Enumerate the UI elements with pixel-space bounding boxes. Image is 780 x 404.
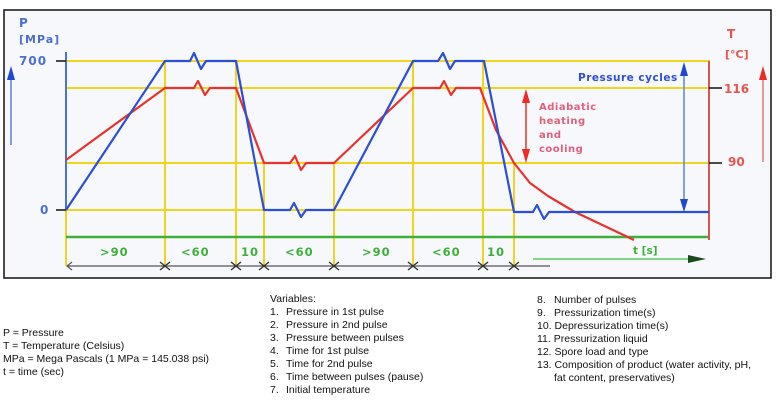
legend-item-temperature: T = Temperature (Celsius)	[3, 340, 125, 352]
variable-item: 5. Time for 2nd pulse	[270, 358, 373, 370]
variable-item: 12. Spore load and type	[537, 346, 649, 358]
pressure-cycles-label: Pressure cycles	[578, 72, 678, 84]
variables-list-part-1: Variables: 1. Pressure in 1st pulse 2. Pre…	[270, 293, 423, 397]
grid-vertical	[65, 61, 515, 266]
temperature-tick-90-label: 90	[728, 155, 745, 169]
variable-item: 3. Pressure between pulses	[270, 332, 404, 344]
temperature-curve	[65, 79, 635, 241]
variable-item-continuation: fat content, preservatives)	[554, 372, 675, 384]
segment-label-3: 10	[241, 245, 259, 259]
time-axis-label: t [s]	[633, 245, 658, 257]
adiabatic-label-4: cooling	[539, 144, 583, 155]
legend-item-mpa: MPa = Mega Pascals (1 MPa = 145.038 psi)	[3, 353, 210, 365]
pressure-tick-0-label: 0	[40, 203, 48, 217]
temperature-tick-116-label: 116	[724, 82, 749, 96]
segment-label-2: <60	[181, 245, 210, 259]
segment-label-6: <60	[432, 245, 461, 259]
variable-item: 7. Initial temperature	[270, 384, 371, 396]
variable-item: 8. Number of pulses	[537, 294, 637, 306]
abbreviation-legend: P = Pressure T = Temperature (Celsius) M…	[3, 327, 209, 379]
diagram-frame	[3, 9, 772, 279]
temperature-axis-unit: [°C]	[725, 48, 749, 61]
variables-title: Variables:	[270, 293, 316, 305]
pressure-temperature-diagram: P [MPa] 700 0 T [°C] 116 90 Pressure cyc…	[3, 9, 772, 279]
segment-label-5: >90	[362, 245, 391, 259]
variable-item: 6. Time between pulses (pause)	[270, 371, 424, 383]
variable-item: 13. Composition of product (water activi…	[537, 359, 751, 371]
segment-label-7: 10	[487, 245, 505, 259]
variable-item: 9. Pressurization time(s)	[537, 307, 656, 319]
pressure-axis-label: P	[19, 16, 28, 30]
legend-item-time: t = time (sec)	[3, 366, 64, 378]
temperature-axis-label: T	[727, 27, 736, 41]
adiabatic-arrow-icon	[522, 89, 530, 163]
variable-item: 4. Time for 1st pulse	[270, 345, 370, 357]
variable-item: 10. Depressurization time(s)	[537, 320, 669, 332]
pressure-tick-700-label: 700	[19, 54, 47, 68]
pressure-axis-unit: [MPa]	[19, 33, 60, 46]
adiabatic-label-1: Adiabatic	[539, 102, 597, 113]
variables-list-part-2: 8. Number of pulses 9. Pressurization time…	[537, 294, 751, 385]
segment-label-1: >90	[100, 245, 129, 259]
pressure-cycles-arrow-icon	[680, 62, 688, 212]
pressure-curve	[65, 51, 709, 221]
temperature-up-arrow-icon	[759, 66, 767, 162]
variable-item: 11. Pressurization liquid	[537, 333, 648, 345]
variable-item: 2. Pressure in 2nd pulse	[270, 319, 388, 331]
segment-label-4: <60	[285, 245, 314, 259]
legend-item-pressure: P = Pressure	[3, 327, 64, 339]
time-dimension-arrows	[66, 261, 550, 271]
adiabatic-label-3: and	[539, 130, 562, 141]
variable-item: 1. Pressure in 1st pulse	[270, 306, 385, 318]
time-arrow-icon	[533, 255, 706, 263]
adiabatic-label-2: heating	[539, 116, 586, 127]
pressure-up-arrow-icon	[7, 66, 15, 145]
